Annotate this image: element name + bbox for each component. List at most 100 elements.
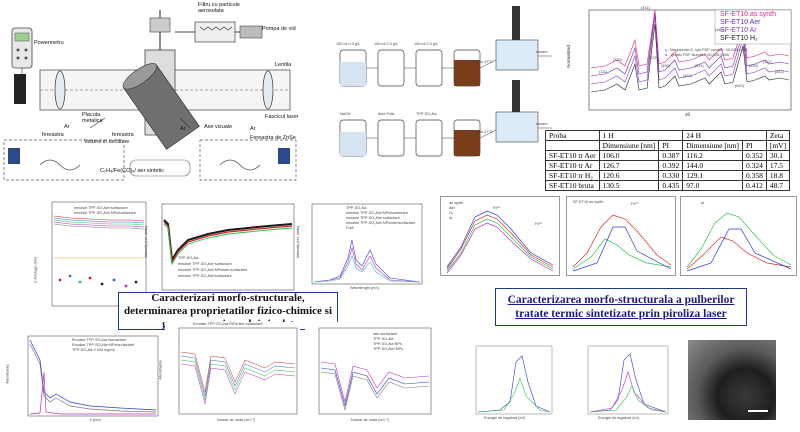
preparation-scheme: 150 ml 0.3 g/L 100 ml 0.3 g/L 100 ml 0.3… xyxy=(330,0,560,160)
xps-small2-xlabel: Energie de legatura (eV) xyxy=(598,416,640,420)
ftir-plot-1: Emulsie TPP-SO₃Na+NPs/ster surfactant Nu… xyxy=(159,322,300,427)
xrd-peak-10: (620) xyxy=(735,84,744,88)
zeta-cell: 129.1 xyxy=(682,170,743,181)
plate-label: Placuta metalica xyxy=(82,112,103,124)
powermeter-label: Powermetru xyxy=(34,40,64,46)
xrd-peak-5: (422) xyxy=(683,74,692,78)
fe-legend-0: as synth xyxy=(449,201,464,205)
zeta-h1-0: Proba xyxy=(545,130,600,141)
fe-title-2: SF-ET10 as synth xyxy=(573,200,604,204)
zeta-cell: 0.412 xyxy=(741,180,767,191)
fluor-legend-0: TPP-SO₃Na xyxy=(346,206,367,210)
fe-ar-label: ar xyxy=(701,201,705,205)
zeta-cell: 0.392 xyxy=(658,160,684,171)
zeta-cell: 0.358 xyxy=(741,170,767,181)
table-row: Dimensiune [nm] PI Dimensiune [nm] PI [m… xyxy=(545,140,791,151)
xrd-peak-9: (642) xyxy=(775,70,784,74)
xps-fe-plot-3: ar xyxy=(680,196,797,276)
prep-r2-3: emulsie 37°C xyxy=(470,130,493,134)
singlet-legend-1: emulsie TPP-SO₃Na+surfactant xyxy=(178,262,232,266)
xrd-peak-2: (311) xyxy=(641,6,650,10)
zeta-cell: 0.435 xyxy=(658,180,684,191)
zeta-h2-1: Dimensiune [nm] xyxy=(598,140,660,151)
singlet-legend-3: emulsie TPP-SO₃Na+surfactant xyxy=(178,274,232,278)
zeta-cell: 0.330 xyxy=(658,170,684,181)
zeta-h1-5: Zeta xyxy=(765,130,791,141)
zeta-cell: 97.0 xyxy=(682,180,743,191)
lens-label: Lentila xyxy=(275,62,292,68)
abs-xlabel: λ (nm) xyxy=(90,418,101,422)
fe-legend-1: Aer xyxy=(449,206,455,210)
abs-legend-2: TPP-SO₃Na 0.004 mg/ml xyxy=(72,348,115,352)
section-label: Vedere in sectiune xyxy=(84,139,130,145)
zeta-cell: 126.7 xyxy=(598,160,660,171)
prep-r2-1: Acid Folic xyxy=(378,112,395,116)
ftir-xlabel: Numar de unda (cm⁻¹) xyxy=(217,418,256,422)
prep-r1-3: emulsie 37°C xyxy=(470,60,493,64)
ftir2-legend-3: TPP-SO₃Na+NPs xyxy=(373,347,403,351)
abs2-ylabel: Absorbanta xyxy=(158,360,163,380)
zeta-h2-4: PI xyxy=(741,140,767,151)
zeta-cell: 0.387 xyxy=(658,150,684,161)
abs-legend-1: Emulsie TPP-SO₃Na+NPs/surfactant xyxy=(72,343,135,347)
table-row: SF-ET10 tr Ar 126.7 0.392 144.0 0.324 17… xyxy=(545,160,791,171)
filter-label: Filtru cu particule aerosolata xyxy=(198,2,240,14)
tem-scale-bar xyxy=(748,410,768,412)
zeta-cell: 144.0 xyxy=(682,160,743,171)
singlet-svg xyxy=(161,203,295,291)
zeta-h2-2: PI xyxy=(658,140,684,151)
window-right-label: fereastra xyxy=(112,132,134,138)
ar-mid-label: Ar xyxy=(250,126,256,132)
dls-ylabel: Z-Average (nm) xyxy=(33,256,38,284)
dls-legend-1: emulsie TPP-SO₃Na+NPs/surfactant xyxy=(74,211,136,215)
zeta-cell: 130.5 xyxy=(598,180,660,191)
singlet-legend-0: TPP-SO₃Na xyxy=(178,256,199,260)
fluor-ylabel: Intensity (rel. units) xyxy=(296,225,301,259)
laser-setup-diagram: Filtru cu particule aerosolata Pompa de … xyxy=(0,0,300,190)
xrd-legend-3: SF-ET10 H₂ xyxy=(720,35,758,42)
table-row: SF-ET10 tr H₂ 120.6 0.330 129.1 0.358 18… xyxy=(545,170,791,181)
xps3-svg xyxy=(686,212,792,272)
xps-small1-xlabel: Energie de legatura (eV) xyxy=(484,416,526,420)
singlet-ylabel: Intensity (rel. units) xyxy=(144,225,149,259)
zeta-h1-1: 1 H xyxy=(598,130,684,141)
ftir2-legend-2: TPP-SO₃Na NPs xyxy=(373,342,402,346)
xps-small-2: Energie de legatura (eV) xyxy=(582,342,672,426)
xrd-peak-7: (440) xyxy=(715,28,724,32)
ar-right-label: Ar xyxy=(180,126,186,132)
zeta-cell: 0.352 xyxy=(741,150,767,161)
xps1-svg xyxy=(446,210,554,274)
xrd-legend-0: SF-ET10 as synth xyxy=(720,11,777,18)
xrd-peak-4: (400) xyxy=(661,64,670,68)
ftir2-xlabel: Numar de unda (cm⁻¹) xyxy=(351,418,390,422)
zeta-cell: 18.8 xyxy=(765,170,791,181)
xrd-peak-0: (111) xyxy=(599,70,608,74)
xrd-legend-1: SF-ET10 Aer xyxy=(720,19,761,26)
prep-r1-1: 100 ml 0.3 g/L xyxy=(374,42,399,46)
xrd-phase-0: γ - Maghemite-C, syn PDF number: 00-039-… xyxy=(665,48,748,52)
table-row: SF-ET10 bruta 130.5 0.435 97.0 0.412 48.… xyxy=(545,180,791,191)
ar-left-label: Ar xyxy=(64,124,70,130)
prep-r2-0: NaOH xyxy=(340,112,351,116)
right-section-caption: Caracterizarea morfo-structurala a pulbe… xyxy=(495,288,747,326)
xrd-peak-8: (533) xyxy=(749,64,758,68)
table-row: Proba 1 H 24 H Zeta xyxy=(545,130,791,141)
zeta-cell: 120.6 xyxy=(598,170,660,181)
fluor-legend-3: emulsie TPP-SO₃Na+NPs/ster/surfactant xyxy=(346,221,416,225)
singlet-oxygen-plot: TPP-SO₃Na emulsie TPP-SO₃Na+surfactant e… xyxy=(144,200,298,295)
zeta-cell: 116.2 xyxy=(682,150,743,161)
pump-label: Pompa de vid xyxy=(262,26,296,32)
coaxial-label: Axe vizuale xyxy=(204,124,233,130)
zeta-h2-0 xyxy=(545,140,600,151)
xps-fe-plot-1: as synth Aer H₂ Ar Fe³⁺ Fe²⁺ xyxy=(440,196,560,276)
fluor-legend-1: emulsie TPP-SO₃Na+NPs/surfactant xyxy=(346,211,408,215)
filter-icon xyxy=(194,21,236,43)
fe-peak-1: Fe²⁺ xyxy=(535,222,543,226)
prep-r2-4: sonare xyxy=(536,122,548,126)
znse-window-label: Fereastra de ZnSe xyxy=(250,135,296,141)
fe-peak-2: Fe³⁺ xyxy=(631,202,639,206)
ftir2-legend-0: ster surfactant xyxy=(373,332,398,336)
fluor-xlabel: Wavelenght (nm) xyxy=(350,286,379,290)
fe-peak-0: Fe³⁺ xyxy=(493,206,501,210)
prep-svg xyxy=(339,6,552,157)
